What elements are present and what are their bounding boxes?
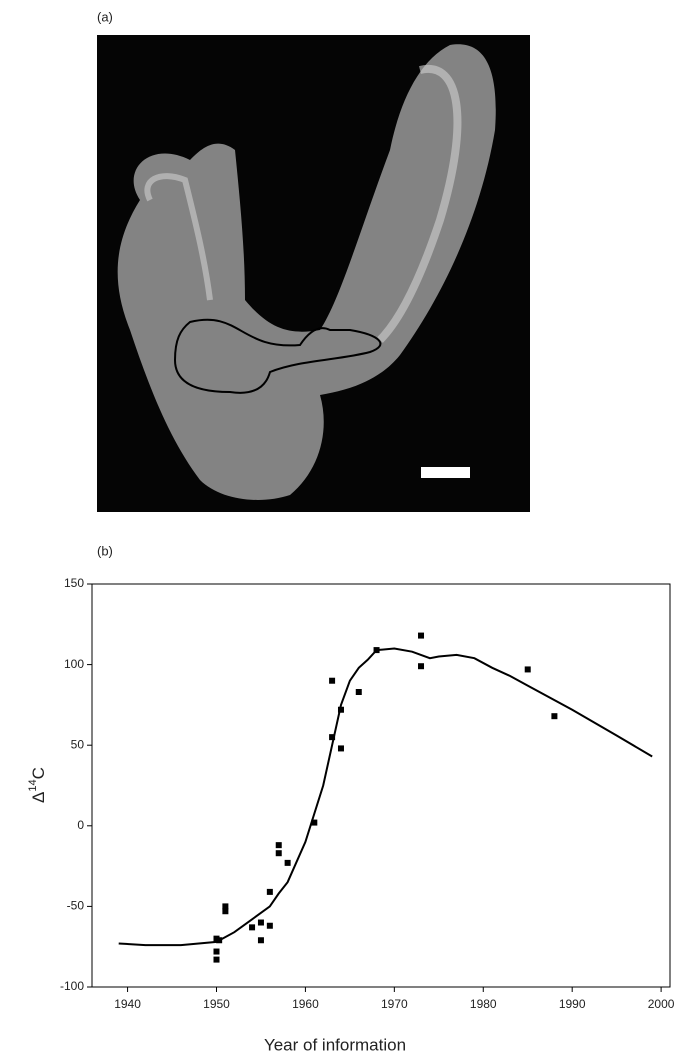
point (266, 888, 273, 895)
x-axis-title: Year of information (264, 1035, 406, 1054)
x-tick-label: 1970 (381, 997, 408, 1011)
y-tick-label: -100 (60, 979, 84, 993)
panel-label: (b) (97, 543, 113, 558)
x-tick-label: 1980 (470, 997, 497, 1011)
point (418, 632, 425, 639)
point (213, 956, 220, 963)
x-tick-label: 2000 (648, 997, 675, 1011)
point (524, 666, 531, 673)
point (329, 734, 336, 741)
point (551, 713, 558, 720)
x-tick-label: 1950 (203, 997, 230, 1011)
point (257, 919, 264, 926)
otolith-photo (97, 35, 530, 512)
plot-frame (91, 583, 671, 988)
point (329, 677, 336, 684)
point (222, 908, 229, 915)
point (249, 924, 256, 931)
x-tick-label: 1960 (292, 997, 319, 1011)
y-tick-label: 150 (64, 576, 84, 590)
x-tick-label: 1990 (559, 997, 586, 1011)
point (284, 859, 291, 866)
y-tick-label: -50 (67, 899, 85, 913)
panel-label: (a) (97, 9, 113, 24)
curve (118, 647, 653, 947)
point (275, 850, 282, 857)
y-tick-label: 100 (64, 657, 84, 671)
y-axis-title: Δ14C (27, 767, 49, 803)
point (275, 842, 282, 849)
point (337, 745, 344, 752)
point (311, 819, 318, 826)
y-tick-label: 0 (77, 818, 84, 832)
y-tick-label: 50 (71, 737, 85, 751)
x-tick-label: 1940 (114, 997, 141, 1011)
point (355, 689, 362, 696)
point (337, 706, 344, 713)
point (266, 922, 273, 929)
point (222, 903, 229, 910)
point (213, 948, 220, 955)
point (257, 937, 264, 944)
point (418, 663, 425, 670)
